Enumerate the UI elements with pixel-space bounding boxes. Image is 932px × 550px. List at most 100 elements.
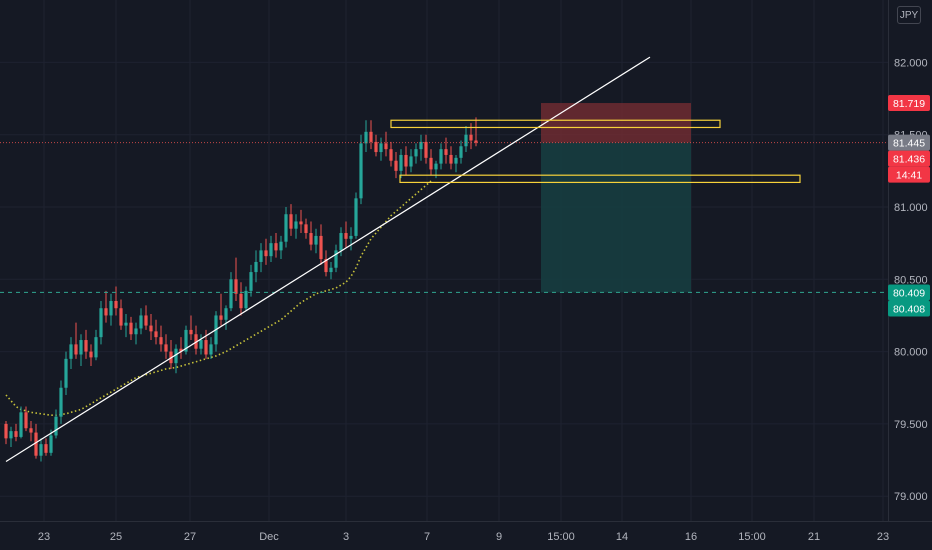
candle-body — [464, 134, 468, 147]
time-tick-label: 27 — [184, 531, 196, 543]
price-axis-labels: 82.00081.50081.00080.50080.00079.50079.0… — [894, 57, 928, 503]
candle — [149, 314, 153, 341]
candle — [404, 146, 408, 176]
candle — [254, 250, 258, 283]
candle — [29, 421, 33, 442]
price-badge — [888, 134, 930, 151]
candle-body — [379, 143, 383, 153]
candle-body — [374, 141, 378, 153]
candle-body — [414, 149, 418, 157]
candle — [239, 282, 243, 316]
candle — [389, 141, 393, 167]
candle — [189, 315, 193, 341]
candle-body — [49, 435, 53, 453]
time-tick-label: 15:00 — [738, 531, 766, 543]
candle — [379, 137, 383, 161]
candle-body — [234, 279, 238, 294]
candle-body — [434, 163, 438, 170]
candle-body — [394, 160, 398, 171]
candle — [44, 438, 48, 456]
price-badge-label: 14:41 — [896, 170, 922, 182]
candle-body — [309, 233, 313, 245]
candle-body — [334, 250, 338, 268]
grid-lines — [0, 0, 888, 521]
candle-body — [314, 235, 318, 245]
candle — [79, 334, 83, 367]
price-badge — [888, 150, 930, 167]
candle-body — [134, 328, 138, 335]
candle — [259, 243, 263, 273]
candle — [34, 423, 38, 459]
candle — [369, 120, 373, 150]
candle-body — [164, 344, 168, 352]
chart-drawings — [0, 56, 888, 463]
candle-body — [409, 156, 413, 167]
candle-body — [59, 387, 63, 417]
price-tick-label: 80.500 — [894, 274, 928, 286]
candle — [464, 126, 468, 153]
candle-body — [29, 428, 33, 433]
candle-body — [149, 325, 153, 332]
candle — [14, 423, 18, 442]
stop-loss-zone — [541, 103, 691, 143]
candle-body — [439, 149, 443, 164]
candle — [4, 421, 8, 445]
candle — [24, 406, 28, 432]
candle — [394, 152, 398, 179]
candle-body — [44, 444, 48, 453]
candle-body — [244, 290, 248, 309]
price-tick-label: 80.000 — [894, 347, 928, 359]
candle-body — [199, 340, 203, 349]
candle — [94, 329, 98, 361]
candle — [9, 426, 13, 448]
candle — [284, 207, 288, 248]
candle-body — [154, 331, 158, 338]
candle-body — [259, 250, 263, 262]
candle — [19, 406, 23, 439]
candle-body — [139, 315, 143, 329]
candle — [439, 143, 443, 170]
candle — [374, 134, 378, 157]
candle-body — [249, 272, 253, 291]
candle — [364, 120, 368, 153]
price-badge-label: 81.445 — [893, 138, 925, 150]
axes — [0, 0, 932, 522]
candle-body — [264, 250, 268, 257]
candle-body — [79, 340, 83, 355]
candle-body — [124, 322, 128, 326]
candle-body — [454, 157, 458, 164]
currency-button[interactable]: JPY — [897, 6, 921, 24]
candle — [314, 228, 318, 254]
support-zone — [399, 174, 801, 184]
time-tick-label: 25 — [110, 531, 122, 543]
candle-body — [24, 412, 28, 429]
candle — [269, 235, 273, 262]
candle-body — [19, 412, 23, 437]
candle — [129, 316, 133, 341]
candle-body — [99, 308, 103, 338]
candle — [64, 351, 68, 395]
price-badges: 81.719 81.445 81.436 14:41 80.409 80.408 — [888, 95, 930, 317]
candle-body — [329, 267, 333, 273]
candle — [449, 146, 453, 170]
time-tick-label: 16 — [685, 531, 697, 543]
candle-body — [419, 141, 423, 150]
candle — [229, 272, 233, 312]
time-tick-label: 23 — [38, 531, 50, 543]
candle-body — [469, 134, 473, 141]
candle — [344, 221, 348, 248]
time-tick-label: 14 — [616, 531, 628, 543]
take-profit-zone — [541, 142, 691, 293]
candle-body — [119, 308, 123, 326]
candle — [74, 322, 78, 359]
candle — [289, 204, 293, 236]
candle — [154, 319, 158, 345]
candle — [429, 149, 433, 176]
candle-body — [269, 243, 273, 257]
candle-body — [324, 259, 328, 273]
candle — [114, 286, 118, 316]
price-badge-label: 81.719 — [893, 98, 925, 110]
candle — [299, 209, 303, 234]
candle — [224, 305, 228, 330]
